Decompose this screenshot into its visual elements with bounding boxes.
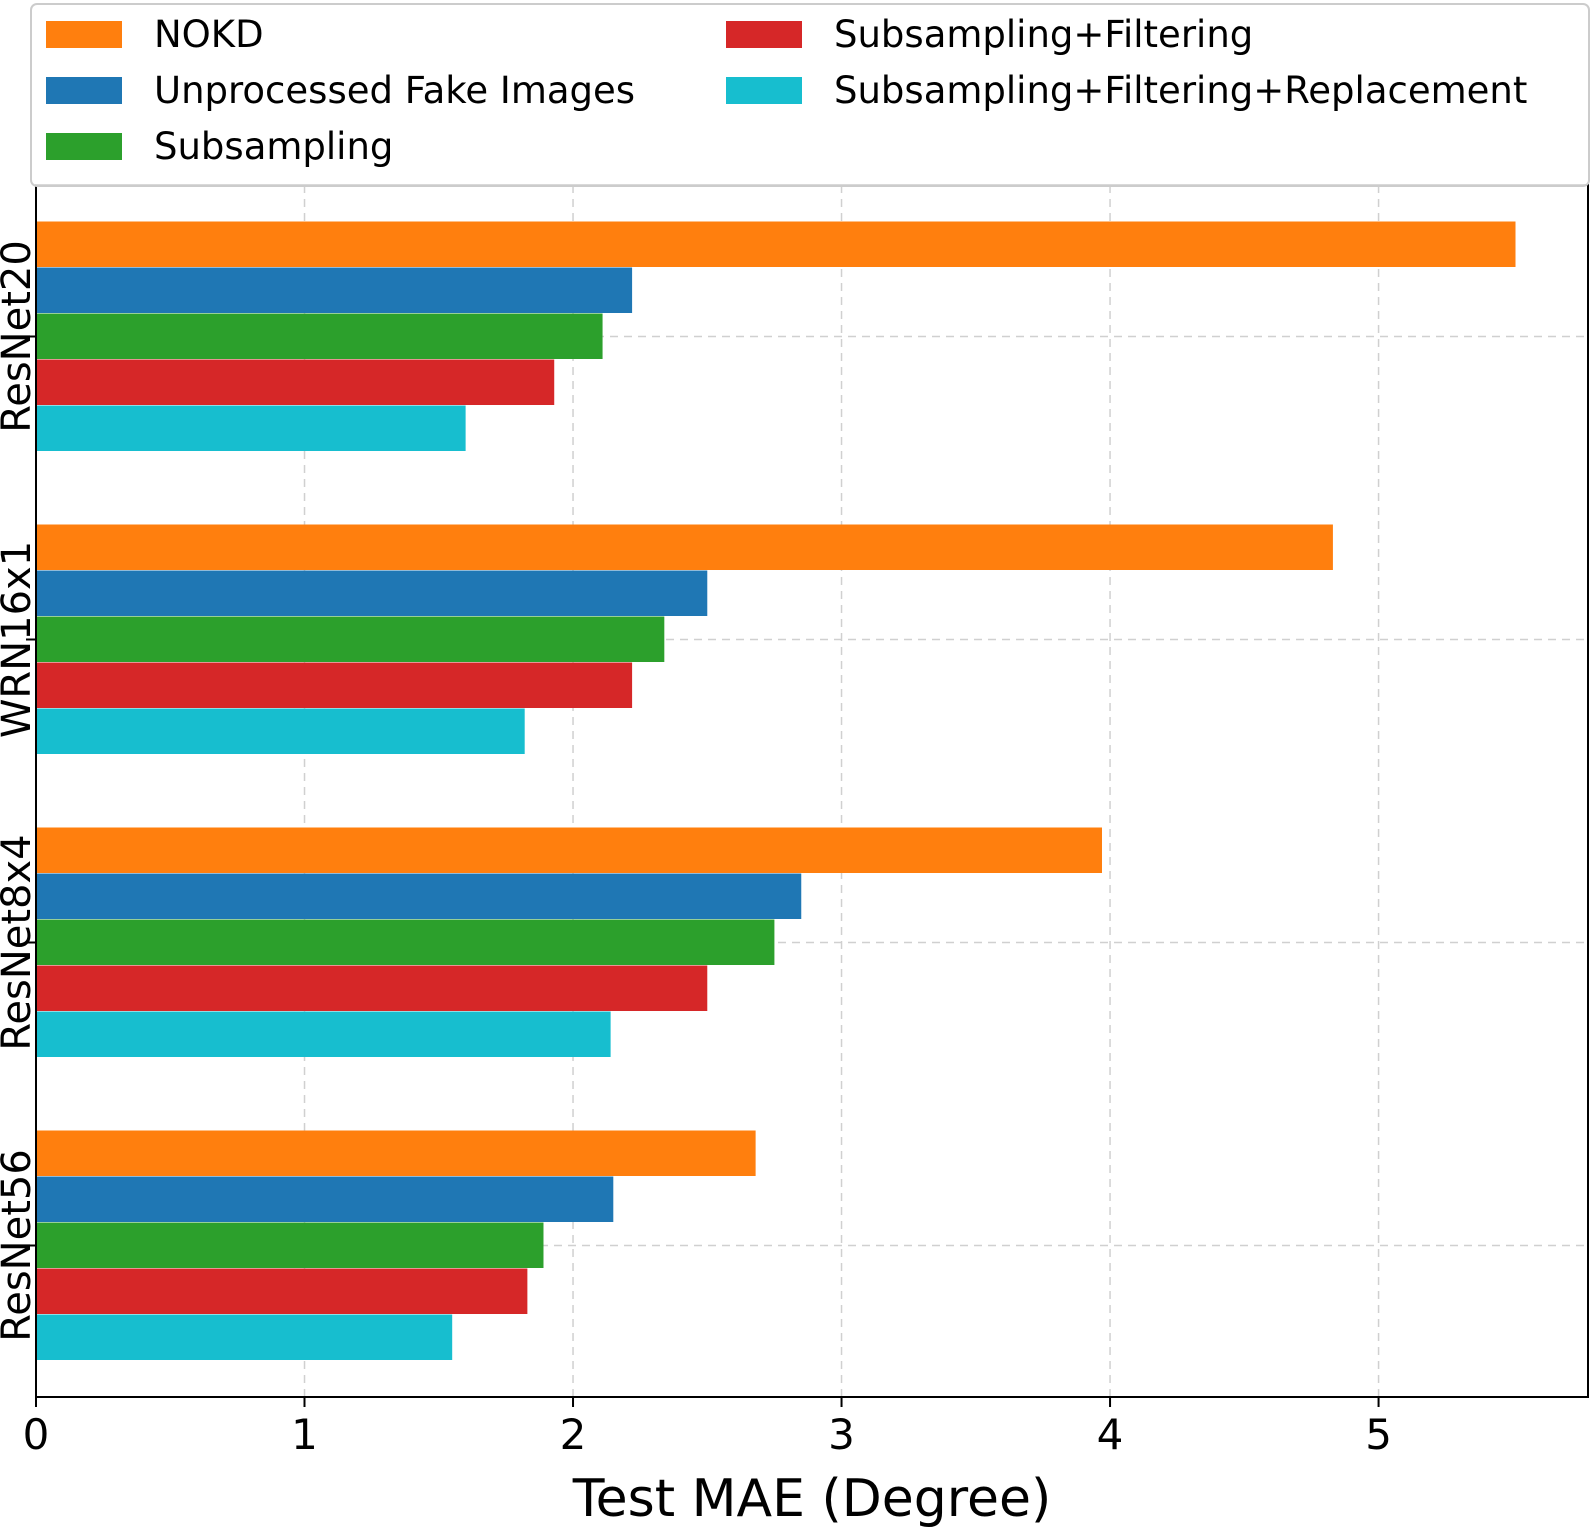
- bar-wrn16x1-0: [36, 524, 1333, 570]
- bar-wrn16x1-4: [36, 708, 525, 754]
- bar-resnet20-4: [36, 405, 466, 451]
- x-axis-ticks: 0 1 2 3 4 5: [23, 335, 1392, 1459]
- bar-resnet56-2: [36, 1222, 544, 1268]
- legend-label: NOKD: [154, 13, 264, 56]
- bar-resnet8x4-0: [36, 827, 1102, 873]
- legend-label: Subsampling+Filtering: [834, 13, 1253, 56]
- x-tick-label: 0: [23, 1410, 50, 1459]
- bar-resnet8x4-3: [36, 965, 708, 1011]
- legend-frame: [30, 3, 1590, 187]
- x-axis-title: Test MAE (Degree): [572, 1469, 1052, 1529]
- bar-resnet20-2: [36, 313, 603, 359]
- bar-resnet8x4-4: [36, 1011, 611, 1057]
- x-tick-label: 2: [560, 1410, 587, 1459]
- legend-label: Unprocessed Fake Images: [154, 69, 635, 112]
- x-tick-label: 1: [291, 1410, 318, 1459]
- legend-label: Subsampling: [154, 125, 393, 168]
- bar-resnet56-0: [36, 1130, 756, 1176]
- category-label: ResNet8x4: [0, 834, 40, 1050]
- bar-resnet56-3: [36, 1268, 528, 1314]
- legend-label: Subsampling+Filtering+Replacement: [834, 69, 1527, 112]
- x-tick-label: 4: [1097, 1410, 1124, 1459]
- legend-swatch: [726, 77, 802, 104]
- bar-resnet20-0: [36, 221, 1516, 267]
- bar-resnet20-3: [36, 359, 555, 405]
- bar-resnet56-4: [36, 1314, 453, 1360]
- x-tick-label: 3: [828, 1410, 855, 1459]
- legend: NOKD Unprocessed Fake Images Subsampling Su…: [30, 3, 1590, 187]
- bar-wrn16x1-1: [36, 570, 708, 616]
- bar-resnet56-1: [36, 1176, 614, 1222]
- bar-resnet8x4-1: [36, 873, 802, 919]
- category-label: ResNet20: [0, 240, 40, 433]
- legend-swatch: [46, 133, 122, 160]
- bar-wrn16x1-2: [36, 616, 665, 662]
- y-axis-category-labels: ResNet20 WRN16x1 ResNet8x4 ResNet56: [0, 240, 40, 1342]
- bar-resnet8x4-2: [36, 919, 775, 965]
- x-tick-label: 5: [1365, 1410, 1392, 1459]
- legend-swatch: [726, 21, 802, 48]
- category-label: ResNet56: [0, 1149, 40, 1342]
- legend-swatch: [46, 77, 122, 104]
- category-label: WRN16x1: [0, 541, 40, 738]
- bar-wrn16x1-3: [36, 662, 633, 708]
- bars: [36, 221, 1516, 1360]
- legend-swatch: [46, 21, 122, 48]
- bar-resnet20-1: [36, 267, 633, 313]
